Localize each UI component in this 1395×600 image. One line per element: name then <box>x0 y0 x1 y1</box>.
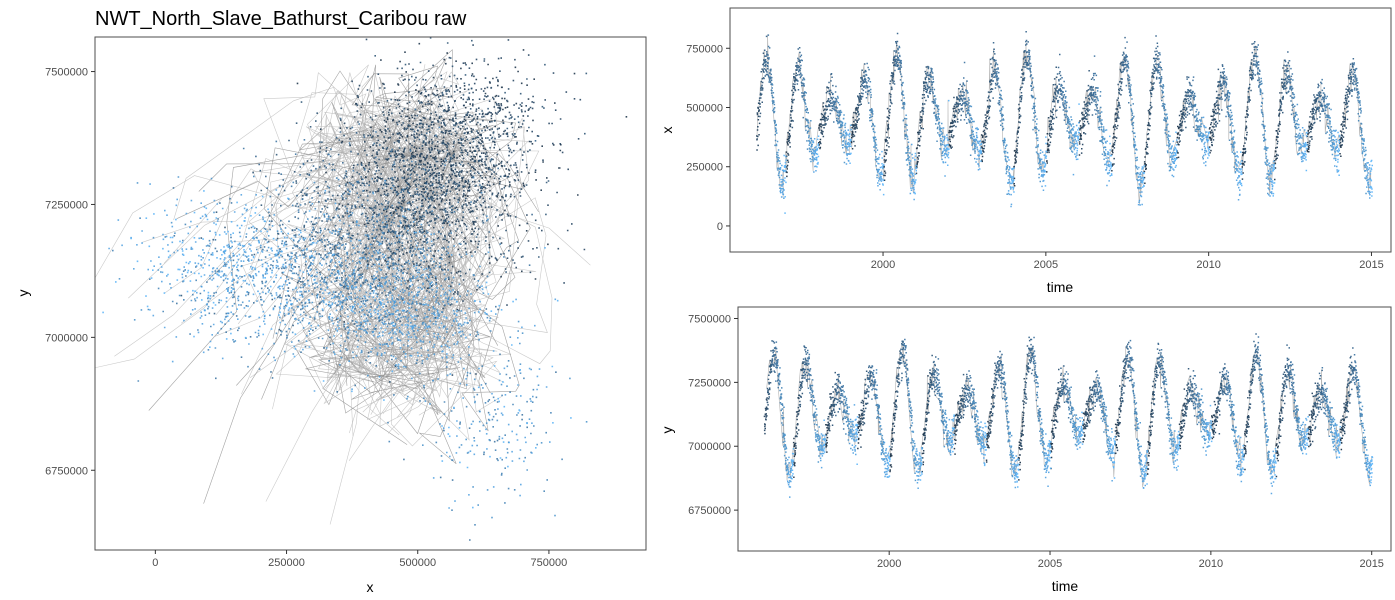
map-y-axis-label: y <box>15 290 31 297</box>
x-time-y-tick-label: 750000 <box>686 43 723 55</box>
x-time-points <box>763 31 1355 122</box>
x-time-points <box>767 34 1359 128</box>
map-x-tick-label: 750000 <box>531 557 568 569</box>
x-time-x-axis-label: time <box>1047 279 1074 295</box>
x-time-points <box>771 77 1363 156</box>
y-time-x-tick-label: 2005 <box>1038 558 1062 570</box>
map-track-line <box>275 125 468 392</box>
chart-title: NWT_North_Slave_Bathurst_Caribou raw <box>95 8 467 30</box>
map-track-line <box>291 111 455 436</box>
y-time-x-tick-label: 2010 <box>1199 558 1223 570</box>
y-time-axes: 2000 2005 2010 2015 6750000 7000000 7250000 750… <box>688 313 1384 570</box>
x-time-points <box>756 89 1347 166</box>
y-time-points <box>778 367 1363 444</box>
map-track-line <box>198 111 502 399</box>
x-time-y-tick-label: 0 <box>717 221 723 233</box>
y-time-y-tick-label: 6750000 <box>688 505 731 517</box>
map-track-line <box>272 117 493 434</box>
x-time-panel: 2000 2005 2010 2015 0 250000 500000 750000 time… <box>659 7 1392 295</box>
x-time-y-axis-label: x <box>659 127 675 134</box>
y-time-points <box>782 388 1368 482</box>
map-axes: 0 250000 500000 750000 6750000 7000000 7250000… <box>45 67 567 569</box>
x-time-points <box>785 115 1343 187</box>
map-panel: NWT_North_Slave_Bathurst_Caribou raw 0 25… <box>15 8 647 595</box>
map-x-tick-label: 500000 <box>399 557 436 569</box>
map-track-line <box>142 72 525 387</box>
map-x-axis-label: x <box>367 579 374 595</box>
map-track-line <box>255 138 529 392</box>
y-time-x-axis-label: time <box>1052 578 1079 594</box>
y-time-series <box>763 333 1374 498</box>
x-time-x-tick-label: 2000 <box>871 259 895 271</box>
y-time-frame <box>737 306 1392 552</box>
map-x-tick-label: 0 <box>152 557 158 569</box>
map-y-tick-label: 7250000 <box>45 199 88 211</box>
map-track-line <box>95 118 530 416</box>
map-track-line <box>213 95 501 373</box>
x-time-points <box>783 99 1373 214</box>
y-time-points <box>792 412 1343 481</box>
map-y-tick-label: 7500000 <box>45 67 88 79</box>
x-time-frame <box>729 7 1392 253</box>
map-track-line <box>242 127 548 394</box>
y-time-x-tick-label: 2015 <box>1359 558 1383 570</box>
x-time-axes: 2000 2005 2010 2015 0 250000 500000 750000 <box>686 43 1383 271</box>
x-time-y-tick-label: 500000 <box>686 102 723 114</box>
x-time-data-layer <box>756 31 1373 214</box>
y-time-points <box>766 345 1352 435</box>
y-time-y-tick-label: 7000000 <box>688 441 731 453</box>
y-time-panel: 2000 2005 2010 2015 6750000 7000000 7250000 750… <box>659 306 1392 594</box>
map-track-line <box>181 71 490 420</box>
map-x-tick-label: 250000 <box>268 557 305 569</box>
y-time-data-layer <box>763 333 1374 498</box>
map-y-tick-label: 7000000 <box>45 332 88 344</box>
x-time-series <box>756 31 1373 214</box>
map-frame <box>94 36 647 551</box>
map-data-layer <box>95 37 628 541</box>
x-time-track-line <box>756 34 1372 205</box>
y-time-points <box>770 333 1356 417</box>
y-time-x-tick-label: 2000 <box>877 558 901 570</box>
x-time-points <box>779 116 1371 208</box>
x-time-points <box>758 43 1351 135</box>
map-track-line <box>237 112 446 336</box>
x-time-x-tick-label: 2005 <box>1034 259 1058 271</box>
x-time-x-tick-label: 2015 <box>1359 259 1383 271</box>
y-time-y-tick-label: 7250000 <box>688 377 731 389</box>
x-time-points <box>775 103 1367 195</box>
map-y-tick-label: 6750000 <box>45 465 88 477</box>
y-time-y-axis-label: y <box>659 427 675 434</box>
map-track-line <box>322 76 480 369</box>
map-tracks <box>95 37 628 541</box>
x-time-y-tick-label: 250000 <box>686 162 723 174</box>
map-track-line <box>128 123 502 441</box>
x-time-x-tick-label: 2010 <box>1196 259 1220 271</box>
y-time-points <box>774 336 1359 430</box>
y-time-y-tick-label: 7500000 <box>688 313 731 325</box>
map-track-line <box>331 108 498 437</box>
map-track-line <box>335 119 523 393</box>
